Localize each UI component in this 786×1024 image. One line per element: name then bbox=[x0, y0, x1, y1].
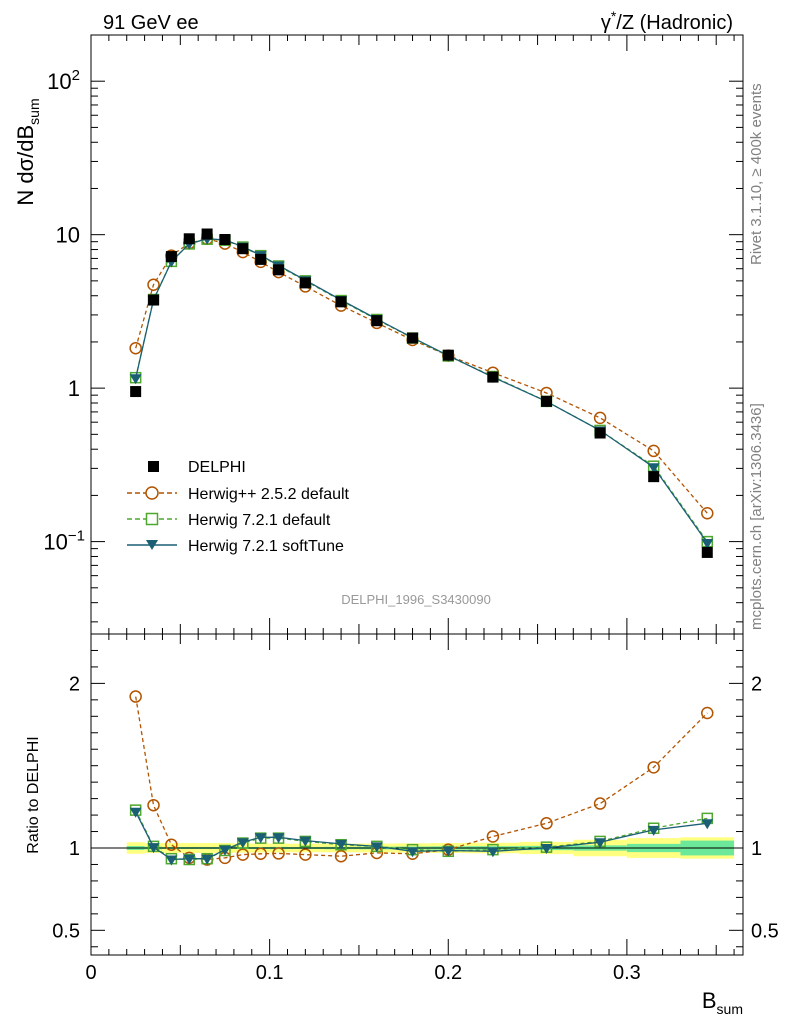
herwig-2-5-2-default-point bbox=[147, 798, 160, 812]
herwig-7-2-1-softtune-point bbox=[236, 838, 249, 849]
herwig-7-2-1-softtune-point bbox=[647, 825, 660, 836]
x-tick-label: 0.2 bbox=[434, 962, 462, 984]
legend: DELPHI Herwig++ 2.5.2 default Herwig 7.2… bbox=[127, 459, 350, 555]
herwig-2-5-2-default-point bbox=[701, 507, 714, 520]
herwig-7-2-1-softtune-point bbox=[129, 807, 142, 818]
main-x-ticks bbox=[90, 35, 735, 634]
ratio-y-tick-label-left: 0.5 bbox=[52, 920, 80, 942]
ratio-y-ticks: 0.5 0.5 1 1 2 2 bbox=[52, 633, 779, 948]
herwig-7-2-1-softtune-point bbox=[254, 833, 267, 844]
delphi-point bbox=[487, 371, 499, 383]
herwig-2-5-2-default-point bbox=[334, 849, 348, 863]
ratio-y-tick-label-right: 1 bbox=[751, 838, 762, 860]
herwig-2-5-2-default-point bbox=[540, 817, 553, 830]
svg-text:Herwig 7.2.1 softTune: Herwig 7.2.1 softTune bbox=[188, 538, 344, 555]
herwig-7-2-1-softtune-point bbox=[183, 854, 196, 865]
delphi-point bbox=[299, 277, 311, 289]
delphi-point bbox=[407, 332, 419, 344]
header-left: 91 GeV ee bbox=[103, 12, 199, 34]
herwig-2-5-2-default-point bbox=[299, 848, 312, 861]
header-right: γ*/Z (Hadronic) bbox=[601, 8, 733, 34]
herwig-7-2-1-softtune-point bbox=[540, 844, 553, 854]
ratio-y-tick-label-left: 1 bbox=[69, 838, 80, 860]
ratio-y-axis-label: Ratio to DELPHI bbox=[25, 736, 42, 853]
svg-text:Herwig++ 2.5.2 default: Herwig++ 2.5.2 default bbox=[188, 486, 350, 503]
herwig-7-2-1-softtune-point bbox=[201, 854, 214, 865]
herwig-7-2-1-softtune-point bbox=[218, 845, 231, 856]
delphi-point bbox=[701, 546, 713, 558]
herwig-2-5-2-default-point bbox=[486, 830, 500, 843]
herwig-2-5-2-default-point bbox=[272, 847, 285, 860]
delphi-point bbox=[201, 228, 213, 240]
herwig-7-2-1-softtune-point bbox=[442, 846, 455, 857]
ratio-plot-frame bbox=[90, 633, 744, 956]
x-tick-label: 0 bbox=[85, 962, 96, 984]
herwig-7-2-1-softtune-point bbox=[701, 538, 714, 549]
herwig-7-2-1-softtune-point bbox=[272, 833, 285, 844]
rivet-version-label: Rivet 3.1.10, ≥ 400k events bbox=[748, 83, 765, 265]
herwig-7-2-1-softtune-point bbox=[129, 374, 142, 385]
herwig-2-5-2-default-point bbox=[593, 411, 607, 425]
herwig-7-2-1-softtune-point bbox=[299, 836, 312, 847]
delphi-point bbox=[130, 386, 142, 398]
main-y-tick-label: 1 bbox=[68, 376, 80, 401]
main-series bbox=[129, 228, 714, 558]
ratio-y-tick-label-left: 2 bbox=[69, 673, 80, 695]
herwig-2-5-2-default-point bbox=[647, 444, 660, 458]
legend-entry-herwigpp: Herwig++ 2.5.2 default bbox=[127, 486, 350, 503]
delphi-point bbox=[273, 264, 285, 276]
svg-text:DELPHI: DELPHI bbox=[188, 459, 246, 476]
delphi-point bbox=[541, 395, 553, 407]
main-y-tick-label: 10−1 bbox=[43, 528, 85, 555]
herwig-2-5-2-default-point bbox=[647, 761, 660, 774]
herwig-2-5-2-default-point bbox=[129, 690, 142, 703]
herwig-7-2-1-softtune-point bbox=[335, 839, 348, 850]
x-axis-label: Bsum bbox=[702, 988, 743, 1017]
delphi-point bbox=[165, 251, 177, 263]
x-tick-label: 0.1 bbox=[256, 962, 284, 984]
herwig-2-5-2-default-point bbox=[254, 847, 267, 861]
herwig-2-5-2-default-point bbox=[165, 838, 178, 851]
herwig-2-5-2-default-point bbox=[701, 706, 714, 720]
herwig-2-5-2-default-point bbox=[236, 848, 250, 861]
ratio-x-ticks: 0 0.1 0.2 0.3 bbox=[85, 634, 735, 984]
legend-entry-herwig-softtune: Herwig 7.2.1 softTune bbox=[127, 538, 344, 555]
herwig-7-2-1-softtune-point bbox=[370, 842, 383, 853]
main-y-tick-label: 102 bbox=[47, 67, 80, 94]
delphi-point bbox=[255, 253, 267, 265]
delphi-point bbox=[594, 427, 606, 439]
x-tick-label: 0.3 bbox=[613, 962, 641, 984]
delphi-point bbox=[335, 296, 347, 308]
herwig-2-5-2-default-point bbox=[593, 797, 607, 810]
mcplots-label: mcplots.cern.ch [arXiv:1306.3436] bbox=[748, 403, 765, 630]
herwig-2-5-2-default-point bbox=[147, 278, 160, 291]
ratio-y-tick-label-right: 2 bbox=[751, 673, 762, 695]
delphi-point bbox=[219, 234, 231, 246]
delphi-point bbox=[648, 471, 660, 483]
ratio-series bbox=[129, 690, 714, 866]
svg-text:Herwig 7.2.1 default: Herwig 7.2.1 default bbox=[188, 512, 331, 529]
main-y-tick-label: 10 bbox=[56, 223, 80, 248]
analysis-tag: DELPHI_1996_S3430090 bbox=[341, 592, 491, 607]
herwig-7-2-1-softtune-point bbox=[701, 819, 714, 830]
herwig-2-5-2-default-line bbox=[135, 696, 708, 861]
main-y-ticks: 102 10 1 10−1 bbox=[43, 34, 743, 623]
herwig-7-2-1-softtune-point bbox=[594, 838, 607, 849]
legend-entry-delphi: DELPHI bbox=[148, 459, 246, 476]
delphi-point bbox=[183, 233, 195, 245]
delphi-point bbox=[148, 294, 160, 306]
delphi-point bbox=[237, 243, 249, 255]
herwig-7-2-1-softtune-point bbox=[165, 855, 178, 866]
herwig-7-2-1-softtune-point bbox=[147, 843, 160, 854]
main-y-axis-label: N dσ/dBsum bbox=[13, 98, 42, 205]
herwig-7-2-1-softtune-point bbox=[647, 463, 660, 474]
ratio-y-tick-label-right: 0.5 bbox=[751, 920, 779, 942]
herwig-7-2-1-softtune-point bbox=[486, 847, 499, 858]
herwig-7-2-1-softtune-point bbox=[406, 847, 419, 858]
legend-entry-herwig-default: Herwig 7.2.1 default bbox=[127, 512, 331, 529]
herwig-2-5-2-default-point bbox=[129, 341, 142, 355]
delphi-point bbox=[442, 349, 454, 361]
delphi-point bbox=[371, 315, 383, 327]
